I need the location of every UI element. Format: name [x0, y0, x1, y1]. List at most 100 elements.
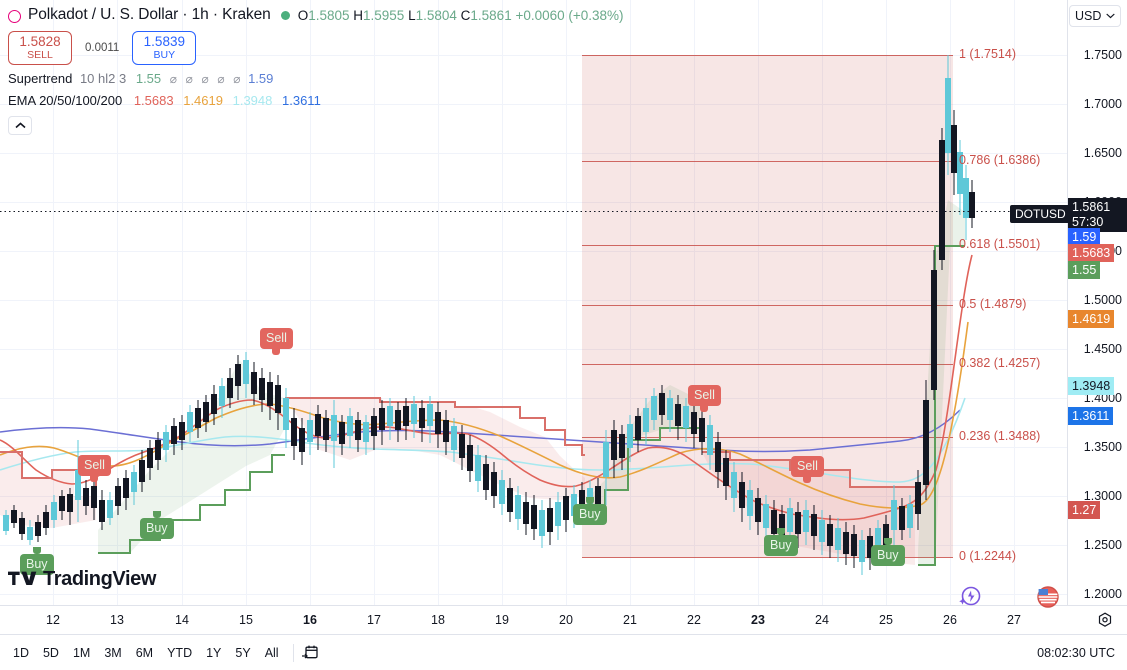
time-scale[interactable]: 12 13 14 15 16 17 18 19 20 21 22 23 24 25 26 27 [0, 605, 1127, 634]
price-tick: 1.6500 [1083, 146, 1122, 160]
fib-level-label: 0.382 (1.4257) [959, 356, 1041, 370]
legend-title-row[interactable]: Polkadot / U. S. Dollar · 1h · Kraken O1… [8, 4, 624, 26]
indicator-supertrend[interactable]: Supertrend 10 hl2 3 1.55 ⌀ ⌀ ⌀ ⌀ ⌀ 1.59 [8, 71, 624, 86]
ema200-badge[interactable]: 1.3611 [1068, 407, 1114, 425]
range-button-5y[interactable]: 5Y [235, 645, 251, 660]
signal-label: Buy [871, 545, 905, 566]
price-tick: 1.2000 [1083, 587, 1122, 601]
price-scale[interactable]: 1.75001.70001.65001.60001.55001.50001.45… [1067, 0, 1127, 605]
buy-button[interactable]: 1.5839 BUY [132, 31, 197, 65]
time-tick: 14 [175, 613, 189, 627]
candlestick-series [3, 55, 975, 575]
ohlc-open-value: 1.5805 [308, 7, 350, 23]
indicator-supertrend-v7: 1.59 [248, 71, 274, 86]
tradingview-logo [8, 571, 37, 585]
chart-legend: Polkadot / U. S. Dollar · 1h · Kraken O1… [8, 4, 624, 135]
ema50-line [0, 321, 969, 509]
sell-signal-marker[interactable]: Sell [260, 328, 293, 355]
bottom-toolbar: 1D 5D 1M 3M 6M YTD 1Y 5Y All 08:02:30 UTC [0, 634, 1127, 670]
chart-plot-area[interactable]: 1 (1.7514) 0.786 (1.6386) 0.618 (1.5501) 0.… [0, 0, 1067, 605]
time-tick: 13 [110, 613, 124, 627]
time-tick: 12 [46, 613, 60, 627]
indicator-ema200-value: 1.3611 [282, 93, 321, 108]
signal-label: Sell [78, 455, 111, 476]
fib-level-label: 0.786 (1.6386) [959, 153, 1041, 167]
time-tick: 22 [687, 613, 701, 627]
ema50-badge[interactable]: 1.4619 [1068, 310, 1115, 328]
signal-tail [152, 511, 161, 518]
signal-tail [90, 475, 99, 482]
price-tick: 1.7500 [1083, 48, 1122, 62]
page-title[interactable]: Polkadot / U. S. Dollar · 1h · Kraken [28, 6, 271, 23]
currency-select[interactable]: USD [1069, 5, 1121, 27]
buy-signal-marker[interactable]: Buy [20, 547, 54, 575]
ema100-badge[interactable]: 1.3948 [1068, 377, 1115, 395]
time-tick: 16 [303, 613, 317, 627]
signal-tail [272, 348, 281, 355]
ema20-badge[interactable]: 1.5683 [1068, 244, 1115, 262]
signal-label: Buy [140, 518, 174, 539]
time-tick: 18 [431, 613, 445, 627]
buy-signal-marker[interactable]: Buy [140, 511, 174, 539]
time-tick: 27 [1007, 613, 1021, 627]
signal-tail [32, 547, 41, 554]
sell-button[interactable]: 1.5828 SELL [8, 31, 72, 65]
low-badge[interactable]: 1.27 [1068, 501, 1101, 519]
sell-signal-marker[interactable]: Sell [791, 456, 824, 483]
indicator-ema50-value: 1.4619 [183, 93, 223, 108]
time-tick: 21 [623, 613, 637, 627]
ohlc-open-label: O [297, 7, 309, 23]
signal-tail [700, 405, 709, 412]
buy-label: BUY [153, 49, 176, 61]
indicator-supertrend-v6: ⌀ [233, 72, 241, 86]
spread-value: 0.0011 [85, 42, 120, 54]
ohlc-high-label: H [353, 7, 364, 23]
collapse-legend-button[interactable] [8, 116, 32, 135]
ohlc-values: O1.5805 H1.5955 L1.5804 C1.5861 +0.0060 … [298, 8, 624, 23]
sell-signal-marker[interactable]: Sell [688, 385, 721, 412]
ohlc-high-value: 1.5955 [363, 7, 405, 23]
signal-label: Buy [764, 535, 798, 556]
tradingview-watermark-text: TradingView [43, 568, 157, 590]
fib-level-label: 0.618 (1.5501) [959, 237, 1041, 251]
price-tick: 1.5000 [1083, 293, 1122, 307]
sell-label: SELL [27, 49, 53, 61]
sell-price: 1.5828 [19, 34, 61, 49]
range-button-1y[interactable]: 1Y [206, 645, 222, 660]
us-flag-icon[interactable] [1036, 585, 1060, 614]
signal-label: Buy [573, 504, 607, 525]
time-tick: 20 [559, 613, 573, 627]
clock-utc: 08:02:30 UTC [1037, 645, 1115, 660]
crosshair-symbol-tag: DOTUSD [1010, 205, 1071, 223]
time-tick: 17 [367, 613, 381, 627]
buy-signal-marker[interactable]: Buy [573, 497, 607, 525]
fibonacci-retracement-tool [582, 54, 953, 559]
sell-signal-marker[interactable]: Sell [78, 455, 111, 482]
market-open-dot [280, 10, 290, 20]
price-tick: 1.2500 [1083, 538, 1122, 552]
buy-signal-marker[interactable]: Buy [871, 538, 905, 566]
range-button-1m[interactable]: 1M [72, 645, 91, 660]
ohlc-change: +0.0060 (+0.38%) [515, 7, 624, 23]
range-button-all[interactable]: All [264, 645, 279, 660]
indicator-ema-name: EMA 20/50/100/200 [8, 93, 123, 108]
buy-signal-marker[interactable]: Buy [764, 528, 798, 556]
goto-date-icon[interactable] [301, 644, 319, 662]
time-tick: 19 [495, 613, 509, 627]
timescale-settings-icon[interactable] [1097, 612, 1113, 633]
range-button-ytd[interactable]: YTD [167, 645, 193, 660]
range-button-1d[interactable]: 1D [13, 645, 29, 660]
supertrend-lower-badge[interactable]: 1.55 [1068, 261, 1101, 279]
current-price-badge[interactable]: 1.5861 57:30 [1068, 198, 1127, 232]
indicator-ema[interactable]: EMA 20/50/100/200 1.5683 1.4619 1.3948 1… [8, 93, 624, 108]
range-button-3m[interactable]: 3M [104, 645, 122, 660]
range-button-5d[interactable]: 5D [42, 645, 59, 660]
currency-select-value: USD [1075, 9, 1102, 23]
fib-level-label: 0 (1.2244) [959, 549, 1016, 563]
ai-spark-button[interactable] [958, 585, 982, 614]
price-tick: 1.3000 [1083, 489, 1122, 503]
range-button-6m[interactable]: 6M [135, 645, 154, 660]
supertrend-up-fill-3 [918, 200, 965, 565]
supertrend-upper-badge[interactable]: 1.59 [1068, 228, 1101, 246]
